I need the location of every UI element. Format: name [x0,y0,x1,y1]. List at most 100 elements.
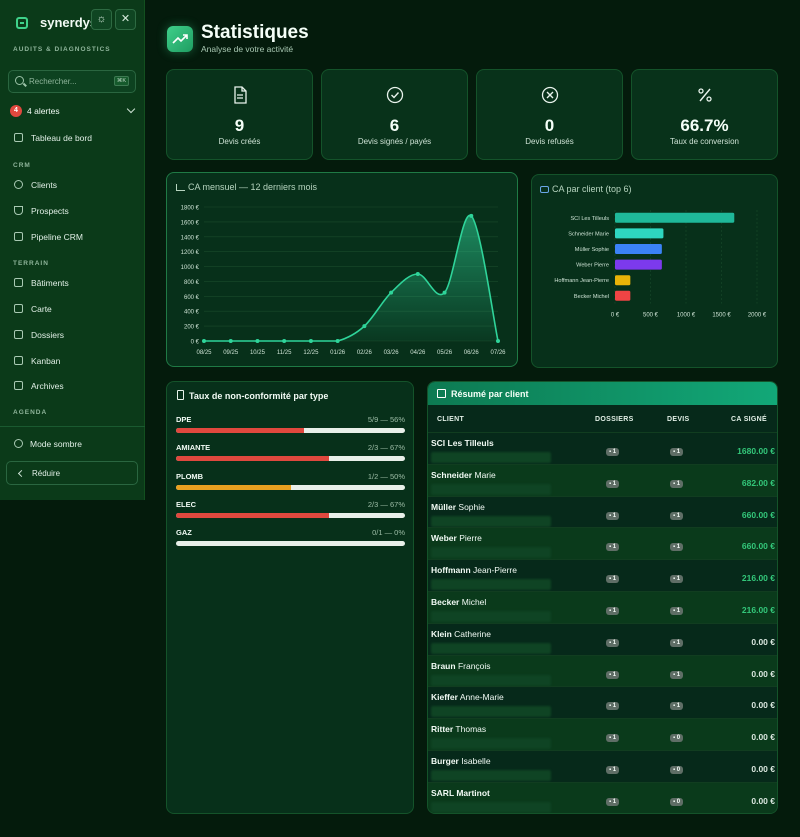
sidebar-item-clients[interactable]: Clients [0,174,145,196]
table-row[interactable]: Kieffer Anne-Marie ▪ 1 ▪ 1 0.00 € [428,686,777,718]
data-point[interactable] [362,324,367,329]
devis-count: 1 [676,449,681,455]
dark-mode-label: Mode sombre [30,439,82,449]
close-sidebar-button[interactable]: ✕ [115,9,136,30]
progress-fill [176,512,330,518]
kanban-board-icon [14,356,23,365]
category-label: Weber Pierre [576,263,609,269]
data-point[interactable] [202,339,206,343]
data-point[interactable] [469,213,474,218]
nonconformity-row: DPE 5/9 — 56% [176,415,405,441]
table-row[interactable]: Klein Catherine ▪ 1 ▪ 1 0.00 € [428,622,777,655]
x-tick-label: 01/26 [330,350,346,356]
client-last-name: Weber [431,533,457,544]
redacted-detail [431,801,551,813]
dossiers-count: 1 [612,480,617,487]
sidebar-item-pipeline[interactable]: Pipeline CRM [0,226,145,248]
sidebar-item-kanban[interactable]: Kanban [0,350,145,372]
data-point[interactable] [415,272,420,276]
x-tick-label: 11/25 [277,350,292,356]
document-icon: ▪ [673,703,677,710]
dark-mode-toggle[interactable]: Mode sombre [0,433,145,455]
bar[interactable] [615,259,662,270]
kpi-card-devis-refuses: 0 Devis refusés [476,69,623,160]
table-row[interactable]: Ritter Thomas ▪ 1 ▪ 0 0.00 € [428,718,777,751]
data-point[interactable] [255,339,260,343]
bar[interactable] [615,228,664,239]
revenue-amount: 660.00 € [741,541,775,552]
redacted-detail [431,706,551,718]
data-point[interactable] [335,339,340,343]
alert-count-badge: 4 [10,105,22,117]
x-circle-icon [541,86,558,104]
data-point[interactable] [442,290,447,295]
section-label-terrain: TERRAIN [13,260,49,267]
folder-icon: ▪ [609,449,613,455]
sidebar-item-archives[interactable]: Archives [0,375,145,397]
sidebar-item-label: Tableau de bord [31,133,92,143]
y-tick-label: 800 € [184,280,200,286]
category-label: SCI Les Tilleuls [570,216,609,222]
table-row[interactable]: Burger Isabelle ▪ 1 ▪ 0 0.00 € [428,750,777,782]
revenue-amount: 0.00 € [751,700,775,711]
client-last-name: SCI Les Tilleuls [431,438,494,448]
data-point[interactable] [228,339,233,343]
y-tick-label: 1600 € [181,220,200,226]
x-tick-label: 07/26 [490,350,506,356]
folder-icon: ▪ [609,639,613,646]
bar[interactable] [615,275,631,286]
table-row[interactable]: Müller Sophie ▪ 1 ▪ 1 660.00 € [428,495,777,528]
folder-icon: ▪ [609,576,613,583]
table-row[interactable]: Becker Michel ▪ 1 ▪ 1 216.00 € [428,591,777,623]
table-row[interactable]: Braun François ▪ 1 ▪ 1 0.00 € [428,654,777,687]
column-header-devis[interactable]: DEVIS [667,416,690,423]
collapse-sidebar-button[interactable]: Réduire [6,461,138,485]
table-row[interactable]: SCI Les Tilleuls ▪ 1 ▪ 1 1680.00 € [428,432,777,464]
theme-toggle-button[interactable]: ☼ [91,9,112,30]
search-input[interactable]: Rechercher... ⌘K [8,70,136,93]
table-row[interactable]: Schneider Marie ▪ 1 ▪ 1 682.00 € [428,463,777,496]
bar[interactable] [615,212,735,223]
data-point[interactable] [308,339,313,343]
check-circle-icon [386,86,403,104]
column-header-ca[interactable]: CA SIGNÉ [731,416,767,423]
alerts-toggle[interactable]: 4 4 alertes [8,103,136,119]
dossiers-badge: ▪ 1 [606,734,620,743]
section-label-agenda: AGENDA [13,409,48,416]
bar[interactable] [615,244,662,254]
client-last-name: Braun [431,660,456,671]
table-row[interactable]: Hoffmann Jean-Pierre ▪ 1 ▪ 1 216.00 € [428,559,777,591]
data-point[interactable] [389,290,394,295]
column-header-client[interactable]: CLIENT [437,416,465,423]
devis-count: 1 [676,544,681,551]
column-header-dossiers[interactable]: DOSSIERS [595,416,634,423]
table-row[interactable]: SARL Martinot ▪ 1 ▪ 0 0.00 € [428,781,777,813]
bar[interactable] [615,290,631,301]
devis-count: 1 [676,703,681,710]
client-name: Ritter Thomas [431,724,486,734]
data-point[interactable] [496,339,500,343]
panel-title: CA mensuel — 12 derniers mois [188,182,318,192]
sidebar-item-prospects[interactable]: Prospects [0,200,145,222]
redacted-detail [431,738,551,750]
sidebar-item-dossiers[interactable]: Dossiers [0,324,145,346]
dossiers-badge: ▪ 1 [606,670,620,679]
page-title: Statistiques [201,22,309,43]
data-point[interactable] [282,339,287,343]
section-label-crm: CRM [13,162,31,169]
nonconformity-row: GAZ 0/1 — 0% [176,528,405,554]
revenue-amount: 0.00 € [751,764,775,774]
kpi-card-taux-conversion: 66.7% Taux de conversion [631,69,778,160]
client-last-name: Kieffer [431,692,458,703]
sidebar-item-carte[interactable]: Carte [0,298,145,320]
dossiers-count: 1 [612,544,617,551]
x-tick-label: 1500 € [712,313,731,319]
building-icon [14,278,23,287]
table-row[interactable]: Weber Pierre ▪ 1 ▪ 1 660.00 € [428,527,777,560]
sidebar-item-dashboard[interactable]: Tableau de bord [0,127,145,149]
client-first-name: Anne-Marie [459,692,504,703]
client-last-name: Burger [431,756,459,766]
sidebar-item-batiments[interactable]: Bâtiments [0,272,145,294]
dossiers-count: 1 [612,449,617,455]
category-label: Schneider Marie [568,231,609,237]
